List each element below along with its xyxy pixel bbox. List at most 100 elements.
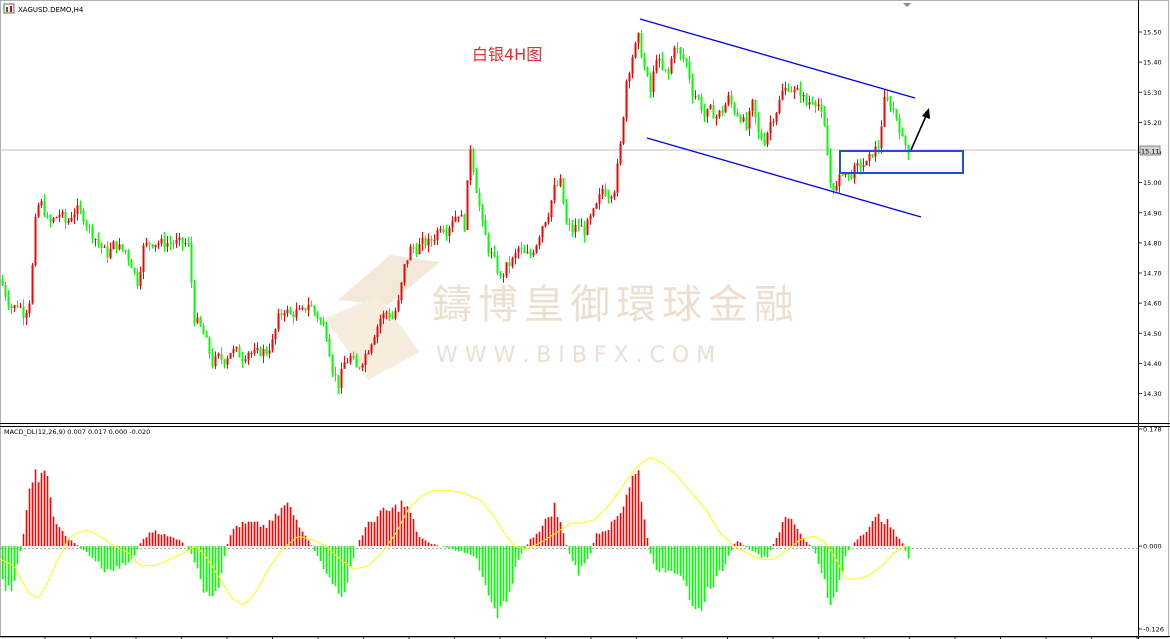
candle-body (292, 314, 295, 318)
candle-body (133, 268, 136, 272)
candle-body (250, 352, 253, 354)
candle-body (94, 238, 97, 240)
candle-body (268, 350, 271, 354)
candle-body (826, 125, 829, 156)
candle-body (850, 174, 853, 179)
candle-body (262, 348, 265, 356)
candle-body (412, 246, 415, 249)
candle-body (718, 110, 721, 117)
candle-body (40, 201, 43, 206)
candle-body (694, 96, 697, 98)
candle-body (820, 104, 823, 112)
candle-body (583, 225, 586, 236)
candle-body (277, 313, 280, 330)
candle-body (502, 275, 505, 277)
candle-body (4, 285, 7, 297)
candle-body (817, 104, 820, 107)
candle-body (172, 243, 175, 245)
candle-body (682, 54, 685, 60)
candle-body (202, 325, 205, 335)
price-tick-label: 15.40 (1143, 59, 1162, 67)
candle-body (670, 58, 673, 74)
candle-body (511, 258, 514, 266)
candle-body (529, 251, 532, 256)
candle-body (88, 225, 91, 227)
candle-body (283, 313, 286, 316)
candle-body (289, 309, 292, 315)
candle-body (841, 174, 844, 176)
candle-body (745, 117, 748, 129)
candle-body (760, 132, 763, 140)
candle-body (898, 117, 901, 134)
candle-body (274, 329, 277, 340)
candle-body (205, 334, 208, 338)
candle-body (715, 116, 718, 119)
candle-body (325, 325, 328, 339)
candle-body (799, 88, 802, 97)
candle-body (664, 69, 667, 71)
candle-body (580, 225, 583, 227)
candle-body (67, 221, 70, 223)
candle-body (553, 185, 556, 201)
candle-body (415, 248, 418, 254)
support-zone-box (839, 150, 964, 174)
candle-body (121, 244, 124, 250)
candle-body (469, 149, 472, 181)
candle-body (61, 211, 64, 215)
price-tick-label: 15.30 (1143, 89, 1162, 97)
channel-upper-line (639, 18, 916, 99)
candle-body (739, 115, 742, 122)
candle-body (568, 223, 571, 225)
candle-body (493, 252, 496, 257)
candle-body (484, 220, 487, 236)
candle-body (145, 242, 148, 246)
candle-body (106, 246, 109, 258)
candle-body (310, 304, 313, 307)
candle-body (196, 317, 199, 323)
candle-body (331, 356, 334, 374)
candle-body (889, 100, 892, 109)
candle-body (97, 238, 100, 244)
candle-body (229, 353, 232, 359)
candle-body (340, 368, 343, 388)
candle-body (598, 194, 601, 204)
candle-body (622, 117, 625, 144)
candle-body (706, 108, 709, 117)
candle-body (160, 238, 163, 244)
candle-body (754, 99, 757, 118)
candle-body (733, 103, 736, 114)
candle-body (814, 102, 817, 107)
candle-body (685, 59, 688, 62)
candle-body (73, 214, 76, 218)
candle-body (79, 205, 82, 211)
candle-body (901, 133, 904, 137)
price-tick-label: 14.40 (1143, 360, 1162, 368)
candle-body (574, 225, 577, 233)
candle-body (166, 242, 169, 247)
candle-body (64, 211, 67, 223)
price-tick-label: 14.50 (1143, 330, 1162, 338)
candle-body (679, 47, 682, 55)
candle-body (604, 188, 607, 196)
up-arrow-icon (910, 108, 930, 151)
candle-body (880, 126, 883, 149)
candle-body (199, 317, 202, 326)
price-tick-label: 14.70 (1143, 270, 1162, 278)
candle-body (184, 243, 187, 245)
candle-body (697, 96, 700, 98)
candle-body (508, 262, 511, 266)
channel-lower-line (646, 137, 922, 218)
candle-body (265, 348, 268, 354)
candle-body (13, 305, 16, 309)
candle-body (769, 122, 772, 133)
candle-body (244, 359, 247, 362)
candle-body (592, 208, 595, 216)
candle-body (259, 348, 262, 356)
candle-body (835, 185, 838, 191)
candle-body (562, 178, 565, 204)
price-tick-label: 14.80 (1143, 239, 1162, 247)
candle-body (322, 320, 325, 326)
candle-body (403, 264, 406, 283)
candle-body (70, 217, 73, 222)
